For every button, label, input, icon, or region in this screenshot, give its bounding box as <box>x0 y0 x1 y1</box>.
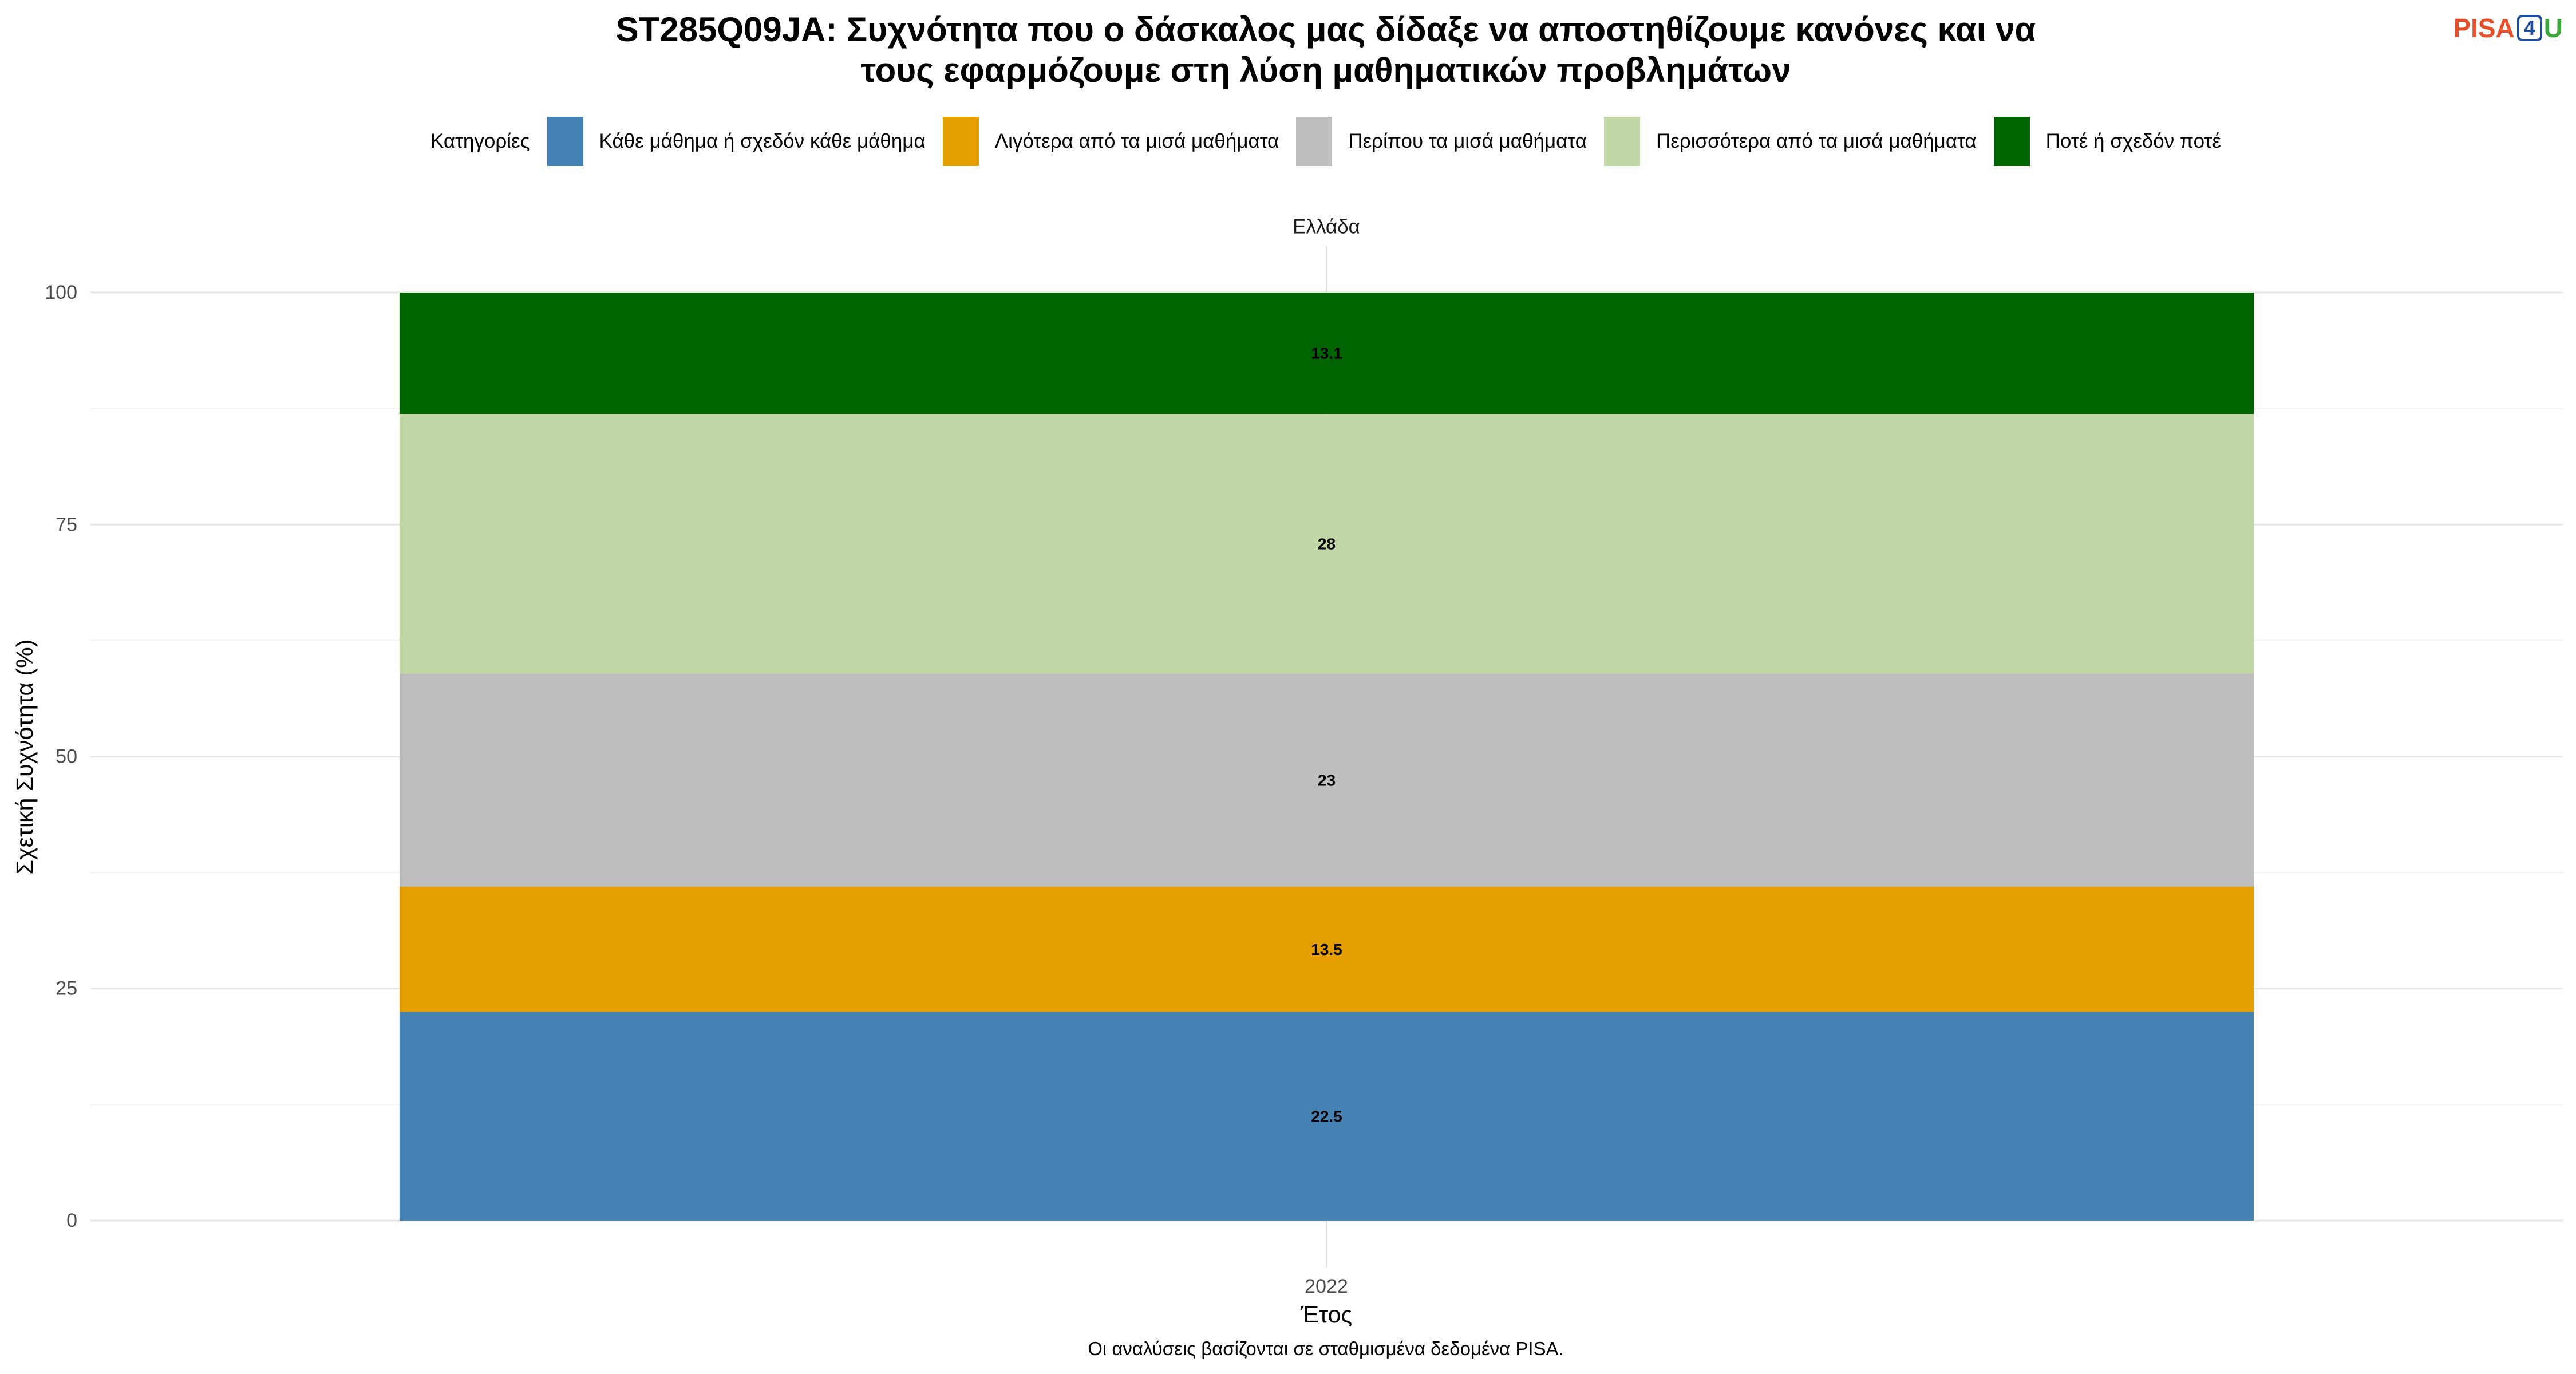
legend-label-more-than-half: Περισσότερα από τα μισά μαθήματα <box>1656 130 1977 152</box>
stacked-bar <box>399 293 2254 1221</box>
x-axis-title: Έτος <box>1300 1301 1352 1328</box>
pisa4u-logo: PISA 4 U <box>2453 15 2563 41</box>
bar-segment-about-half <box>399 673 2254 887</box>
legend-item-more-than-half: Περισσότερα από τα μισά μαθήματα <box>1603 117 1977 166</box>
bar-segment-more-than-half <box>399 414 2254 674</box>
y-tick-label-25: 25 <box>56 978 77 1000</box>
legend-label-never: Ποτέ ή σχεδόν ποτέ <box>2045 130 2222 152</box>
bar-segment-less-than-half <box>399 887 2254 1012</box>
bar-segment-every-lesson <box>399 1012 2254 1221</box>
bar-segment-never <box>399 293 2254 414</box>
chart-title: ST285Q09JA: Συχνότητα που ο δάσκαλος μας… <box>0 9 2576 90</box>
legend-title: Κατηγορίες <box>430 130 530 152</box>
legend-item-every-lesson: Κάθε μάθημα ή σχεδόν κάθε μάθημα <box>547 117 926 166</box>
chart-title-line-2: τους εφαρμόζουμε στη λύση μαθηματικών πρ… <box>860 51 1791 89</box>
y-tick-label-100: 100 <box>45 282 77 303</box>
y-tick-label-0: 0 <box>66 1210 77 1231</box>
logo-text-u: U <box>2543 13 2563 43</box>
legend-swatch-never <box>1993 117 2030 166</box>
logo-text-4: 4 <box>2516 15 2542 41</box>
data-label-about-half: 23 <box>1318 771 1336 789</box>
legend-item-about-half: Περίπου τα μισά μαθήματα <box>1296 117 1587 166</box>
legend-item-less-than-half: Λιγότερα από τα μισά μαθήματα <box>942 117 1279 166</box>
legend-item-never: Ποτέ ή σχεδόν ποτέ <box>1993 117 2222 166</box>
y-tick-label-50: 50 <box>56 746 77 768</box>
legend-swatch-more-than-half <box>1603 117 1640 166</box>
legend-label-about-half: Περίπου τα μισά μαθήματα <box>1348 130 1587 152</box>
legend-swatch-every-lesson <box>547 117 583 166</box>
legend-swatch-less-than-half <box>942 117 979 166</box>
data-labels: 22.5 13.5 23 28 13.1 <box>1311 345 1342 1126</box>
data-label-more-than-half: 28 <box>1318 535 1336 552</box>
y-axis-tick-labels: 0 25 50 75 100 <box>45 282 77 1231</box>
y-tick-label-75: 75 <box>56 514 77 535</box>
data-label-every-lesson: 22.5 <box>1311 1107 1342 1125</box>
y-axis-title: Σχετική Συχνότητα (%) <box>11 639 38 875</box>
legend-label-less-than-half: Λιγότερα από τα μισά μαθήματα <box>994 130 1279 152</box>
chart-title-line-1: ST285Q09JA: Συχνότητα που ο δάσκαλος μας… <box>615 10 2036 49</box>
legend-label-every-lesson: Κάθε μάθημα ή σχεδόν κάθε μάθημα <box>599 130 926 152</box>
facet-label: Ελλάδα <box>1293 216 1360 238</box>
x-tick-label: 2022 <box>1305 1276 1348 1297</box>
legend-swatch-about-half <box>1296 117 1333 166</box>
data-label-never: 13.1 <box>1311 345 1342 362</box>
data-label-less-than-half: 13.5 <box>1311 941 1342 958</box>
legend: Κατηγορίες Κάθε μάθημα ή σχεδόν κάθε μάθ… <box>0 117 2576 166</box>
chart-caption: Οι αναλύσεις βασίζονται σε σταθμισμένα δ… <box>1088 1338 1564 1359</box>
logo-text-pisa: PISA <box>2453 13 2515 43</box>
